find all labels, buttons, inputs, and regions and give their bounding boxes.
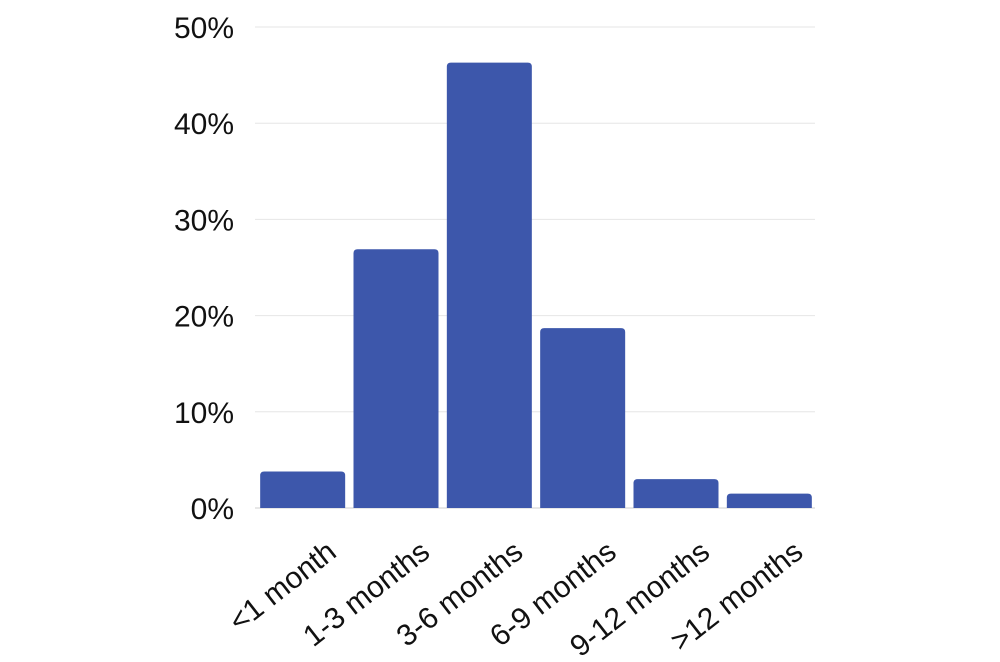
bars — [260, 62, 812, 509]
y-tick-label: 20% — [174, 301, 234, 334]
y-tick-label: 40% — [174, 108, 234, 141]
y-tick-label: 0% — [191, 493, 234, 526]
bar — [446, 62, 532, 509]
bar — [726, 493, 812, 508]
y-tick-label: 10% — [174, 397, 234, 430]
y-tick-label: 50% — [174, 12, 234, 45]
bar — [633, 479, 719, 508]
y-axis-tick-labels: 0% 10% 20% 30% 40% 50% — [174, 12, 234, 526]
bar — [260, 471, 346, 508]
y-tick-label: 30% — [174, 204, 234, 237]
gridlines — [255, 26, 815, 509]
bar — [540, 328, 626, 508]
bar — [353, 249, 439, 509]
